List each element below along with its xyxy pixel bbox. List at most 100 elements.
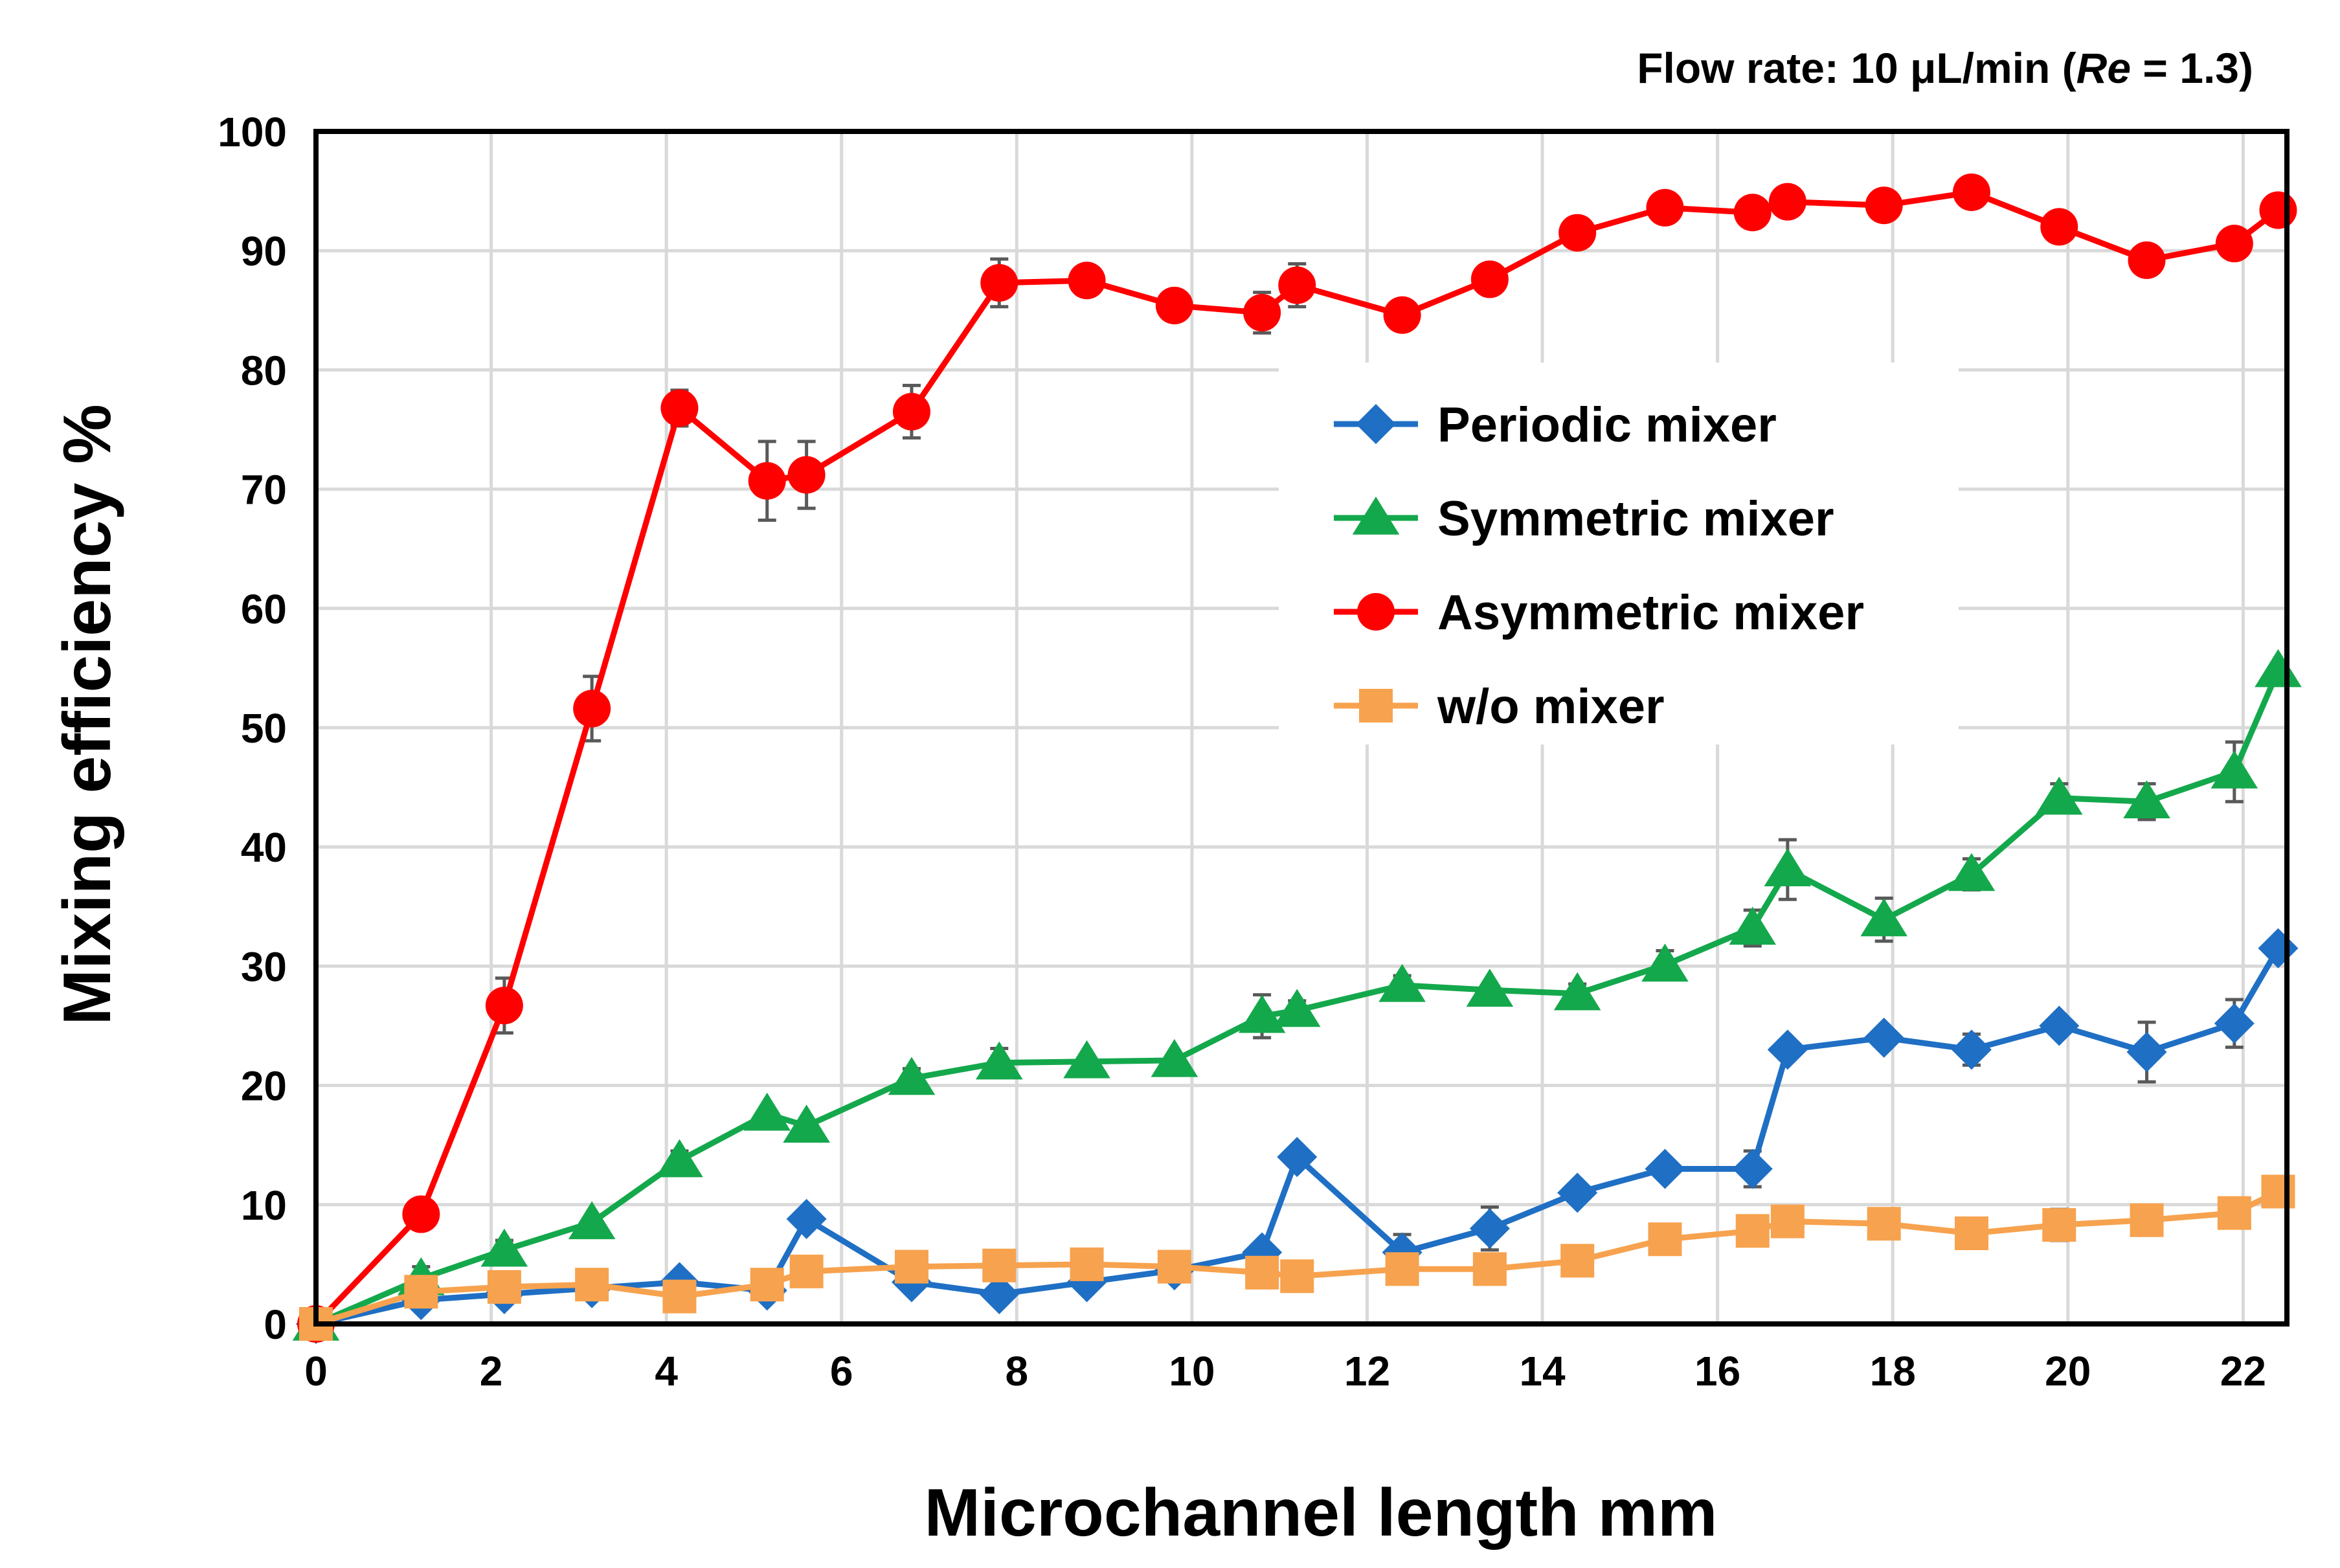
data-point-symmetric-mixer (1860, 898, 1907, 937)
axis-ticks: 0 2 4 6 8 10 12 14 16 18 20 22 0 10 20 30 40 50 60 70 80 90 10… (218, 109, 2266, 1394)
data-point-asymmetric-mixer (1383, 296, 1421, 334)
data-point-symmetric-mixer (888, 1057, 936, 1095)
data-point-w-o-mixer (1070, 1247, 1104, 1281)
y-axis-title: Mixing efficiency % (50, 404, 125, 1025)
data-point-asymmetric-mixer (402, 1195, 440, 1233)
data-point-asymmetric-mixer (1243, 293, 1281, 331)
data-point-w-o-mixer (662, 1279, 697, 1314)
legend-item-symmetric-mixer: Symmetric mixer (1334, 491, 1834, 546)
data-point-asymmetric-mixer (892, 392, 930, 431)
x-tick-label: 22 (2220, 1348, 2266, 1394)
data-point-periodic-mixer (1863, 1017, 1904, 1058)
legend-label: w/o mixer (1437, 679, 1665, 734)
data-point-symmetric-mixer (783, 1104, 830, 1143)
y-tick-label: 90 (241, 228, 287, 274)
data-point-w-o-mixer (750, 1268, 784, 1302)
data-point-w-o-mixer (1245, 1255, 1279, 1290)
y-tick-label: 80 (241, 347, 287, 394)
data-point-asymmetric-mixer (1278, 266, 1316, 304)
plot-area-frame (313, 129, 2289, 1327)
x-tick-label: 14 (1519, 1348, 1566, 1394)
data-point-asymmetric-mixer (485, 987, 523, 1025)
y-tick-label: 20 (241, 1063, 287, 1110)
data-point-periodic-mixer (786, 1198, 827, 1239)
data-point-w-o-mixer (1157, 1249, 1191, 1284)
y-tick-label: 30 (241, 943, 287, 990)
x-tick-label: 16 (1694, 1348, 1740, 1394)
data-point-w-o-mixer (1385, 1252, 1419, 1286)
legend-marker-periodic-mixer (1356, 404, 1396, 444)
data-point-periodic-mixer (2214, 1003, 2255, 1044)
plot-series (292, 173, 2302, 1344)
data-point-w-o-mixer (1280, 1259, 1314, 1294)
data-point-asymmetric-mixer (1155, 286, 1193, 324)
data-point-periodic-mixer (2039, 1005, 2080, 1046)
data-point-w-o-mixer (1867, 1207, 1901, 1241)
data-point-asymmetric-mixer (2040, 208, 2078, 246)
x-axis-title: Microchannel length mm (924, 1475, 1717, 1551)
x-tick-label: 18 (1870, 1348, 1916, 1394)
data-point-w-o-mixer (982, 1248, 1017, 1282)
data-point-asymmetric-mixer (1865, 186, 1903, 225)
y-tick-label: 50 (241, 705, 287, 752)
data-point-periodic-mixer (1277, 1137, 1318, 1178)
data-point-symmetric-mixer (1466, 969, 1514, 1007)
flow-rate-header-italic: Re (2076, 44, 2131, 92)
data-point-asymmetric-mixer (2259, 191, 2297, 229)
data-point-asymmetric-mixer (1768, 183, 1806, 221)
data-point-asymmetric-mixer (1470, 260, 1509, 298)
y-tick-label: 40 (241, 824, 287, 871)
data-point-w-o-mixer (487, 1270, 521, 1304)
data-point-symmetric-mixer (1553, 972, 1601, 1011)
flow-rate-header: Flow rate: 10 μL/min (Re = 1.3) (1637, 44, 2253, 92)
y-tick-label: 0 (264, 1301, 287, 1348)
y-tick-label: 60 (241, 586, 287, 633)
data-point-periodic-mixer (1951, 1029, 1992, 1070)
flow-rate-header-suffix: = 1.3) (2131, 44, 2253, 92)
data-point-w-o-mixer (894, 1249, 928, 1284)
data-point-asymmetric-mixer (1646, 188, 1684, 227)
data-point-periodic-mixer (1732, 1148, 1773, 1189)
data-point-symmetric-mixer (656, 1139, 703, 1178)
data-point-periodic-mixer (979, 1273, 1020, 1314)
data-point-periodic-mixer (2126, 1032, 2167, 1073)
data-point-symmetric-mixer (975, 1041, 1023, 1080)
data-point-symmetric-mixer (1378, 963, 1426, 1002)
x-tick-label: 12 (1344, 1348, 1390, 1394)
x-tick-label: 2 (480, 1348, 503, 1394)
data-point-symmetric-mixer (1063, 1040, 1110, 1079)
legend-item-w-o-mixer: w/o mixer (1334, 679, 1665, 734)
x-tick-label: 0 (304, 1348, 328, 1394)
data-point-asymmetric-mixer (2215, 225, 2253, 263)
flow-rate-header-prefix: Flow rate: 10 μL/min ( (1637, 44, 2076, 92)
data-point-symmetric-mixer (1273, 989, 1321, 1027)
legend-marker-symmetric-mixer (1352, 497, 1400, 535)
legend-marker-asymmetric-mixer (1357, 593, 1395, 631)
legend-label: Asymmetric mixer (1437, 585, 1864, 640)
y-tick-label: 100 (218, 109, 287, 155)
data-point-periodic-mixer (1645, 1148, 1685, 1189)
data-point-periodic-mixer (1469, 1208, 1510, 1249)
data-point-w-o-mixer (2042, 1208, 2076, 1242)
data-point-asymmetric-mixer (980, 263, 1018, 302)
data-point-w-o-mixer (1472, 1252, 1507, 1286)
legend: Periodic mixer Symmetric mixer Asymmetric … (1279, 363, 1959, 745)
data-point-asymmetric-mixer (1733, 194, 1772, 232)
data-point-asymmetric-mixer (1952, 173, 1990, 211)
data-point-symmetric-mixer (2211, 750, 2258, 789)
data-point-asymmetric-mixer (748, 462, 786, 500)
data-point-asymmetric-mixer (787, 456, 826, 494)
data-point-w-o-mixer (404, 1275, 438, 1309)
data-point-w-o-mixer (1954, 1216, 1988, 1251)
data-point-symmetric-mixer (2035, 776, 2083, 815)
data-point-periodic-mixer (1557, 1172, 1598, 1213)
data-point-asymmetric-mixer (1558, 214, 1597, 252)
data-point-w-o-mixer (575, 1268, 609, 1302)
data-point-w-o-mixer (2130, 1203, 2164, 1237)
legend-item-periodic-mixer: Periodic mixer (1334, 398, 1777, 453)
x-tick-label: 4 (655, 1348, 678, 1394)
data-point-asymmetric-mixer (660, 389, 699, 427)
data-point-symmetric-mixer (568, 1201, 616, 1240)
data-point-asymmetric-mixer (1068, 262, 1106, 300)
